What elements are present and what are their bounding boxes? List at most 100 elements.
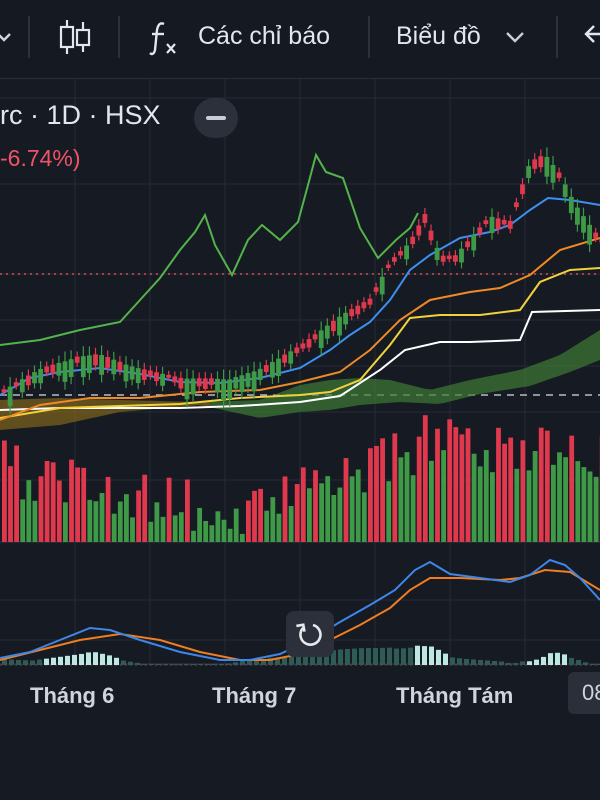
macd-histogram-bar [331,650,336,665]
volume-bar [514,468,520,542]
candle-body [404,245,409,260]
candle-body [483,220,489,225]
candle-body [239,375,245,393]
chart-type-button[interactable]: Biểu đồ [396,22,481,50]
candle-body [550,164,556,183]
volume-bar [526,470,532,542]
candle-body [416,225,422,236]
x-axis-label-july: Tháng 7 [212,683,297,708]
candle-body [587,224,592,245]
macd-histogram-bar [289,655,294,665]
volume-bar [44,460,50,542]
reset-chart-button[interactable] [286,611,334,657]
candle-body [154,372,159,382]
volume-bar [429,460,434,542]
price-change: -6.74%) [0,145,81,171]
candle-body [160,373,165,386]
candle-body [568,196,574,214]
macd-histogram-bar [51,657,56,665]
volume-bar [56,480,62,542]
function-icon[interactable] [148,18,182,58]
candlestick-icon[interactable] [58,18,92,58]
toolbar-separator [28,16,30,58]
candle-body [270,362,275,378]
macd-histogram-bar [58,656,63,665]
macd-histogram-bar [506,662,511,665]
volume-bar [50,462,56,542]
candle-body [68,359,74,377]
chevron-down-icon[interactable] [0,28,12,48]
candle-body [13,382,19,387]
volume-bar [307,488,312,542]
volume-bar [569,435,575,542]
candle-body [80,356,86,378]
macd-line [0,558,600,661]
indicator-lines [0,152,600,421]
macd-histogram-bar [471,659,476,665]
candle-body [428,230,434,241]
toolbar-separator [118,16,120,58]
volume-bar [142,474,148,542]
macd-histogram-bar [387,647,392,665]
macd-histogram-bar [401,648,406,665]
candle-body [209,378,214,385]
macd-histogram-bar [303,652,308,665]
macd-histogram-bar [212,664,217,665]
candle-body [105,357,111,368]
volume-bar [246,500,251,542]
indicators-button[interactable]: Các chỉ báo [198,22,331,50]
volume-bar [258,488,263,542]
macd-histogram-bar [296,653,301,665]
candle-body [367,298,373,305]
volume-bar [435,428,440,542]
candle-body [215,378,220,393]
macd-histogram-bar [499,661,504,665]
volume-bar [148,521,154,542]
candle-body [117,361,123,371]
candle-body [148,370,153,376]
chevron-down-icon[interactable] [504,28,526,46]
macd-histogram-bar [541,656,546,665]
volume-bar [441,450,446,542]
volume-bar [483,450,489,542]
chart-canvas[interactable] [0,79,600,799]
macd-histogram-bar [135,662,140,665]
macd-histogram-bar [247,661,252,665]
volume-bar [227,528,233,542]
candle-body [312,334,318,340]
volume-bar [349,476,355,542]
volume-bar [264,510,270,542]
volume-bar [185,479,190,542]
candle-body [373,287,379,292]
volume-bar [508,437,514,542]
toolbar-separator [556,16,558,58]
volume-bar [477,466,483,542]
macd-histogram-bar [9,659,14,665]
volume-bar [368,448,373,542]
volume-bar [154,502,160,542]
legend-collapse-button[interactable] [194,98,238,138]
arrow-left-icon[interactable] [584,22,600,50]
macd-histogram-bar [205,664,210,665]
volume-bar [8,466,13,542]
macd-histogram-bar [177,664,182,665]
candle-body [227,379,233,399]
candle-body [123,364,129,382]
macd-histogram-bar [86,652,91,665]
candle-body [93,354,98,366]
macd-histogram-bar [345,649,350,665]
macd-histogram-bar [219,664,224,665]
macd-histogram-bar [156,664,161,665]
volume-bar [386,481,392,542]
symbol-legend[interactable]: rc · 1D · HSX [0,100,161,130]
toolbar-separator [368,16,370,58]
volume-bar [313,470,318,542]
macd-histogram-bar [373,648,378,665]
volume-bar [575,461,581,542]
volume-bar [319,483,324,542]
volume-bar [87,499,93,542]
candle-body [538,156,544,168]
candlesticks [1,147,600,414]
candle-body [446,255,452,260]
volume-bar [20,499,26,542]
